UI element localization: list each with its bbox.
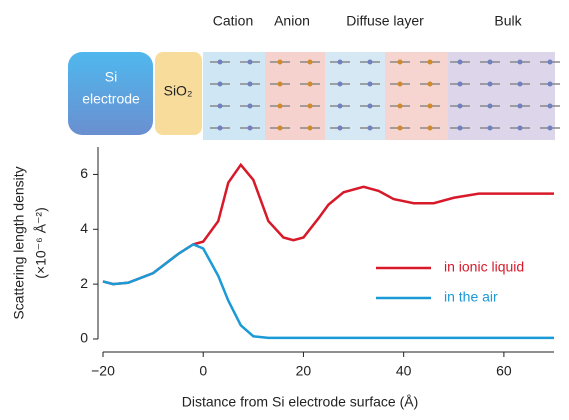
chart: Si electrode SiO₂ Cation Anion Diffuse l… [0, 0, 569, 415]
molecule-atom [278, 60, 283, 65]
molecule-atom [398, 104, 403, 109]
molecule-atom [458, 60, 463, 65]
molecule-atom [458, 82, 463, 87]
molecule-atom [338, 82, 343, 87]
molecule-atom [428, 82, 433, 87]
oxide-label: SiO₂ [164, 83, 193, 99]
y-axis-title: Scattering length density [11, 166, 27, 319]
molecule-atom [428, 104, 433, 109]
region-label: Anion [274, 13, 310, 29]
molecule-atom [488, 104, 493, 109]
bulk-region [448, 52, 555, 140]
y-axis-title: (×10⁻⁶ Å⁻²) [33, 207, 49, 279]
molecule-atom [548, 82, 553, 87]
molecule-atom [488, 126, 493, 131]
molecule-atom [518, 126, 523, 131]
molecule-atom [458, 126, 463, 131]
molecule-atom [518, 60, 523, 65]
x-tick-label: 40 [396, 363, 412, 379]
molecule-atom [518, 82, 523, 87]
molecule-atom [308, 126, 313, 131]
molecule-atom [248, 60, 253, 65]
molecule-atom [338, 104, 343, 109]
molecule-atom [308, 60, 313, 65]
molecule-atom [248, 82, 253, 87]
molecule-atom [368, 126, 373, 131]
molecule-atom [398, 126, 403, 131]
legend-label: in ionic liquid [444, 259, 524, 275]
molecule-atom [368, 104, 373, 109]
y-tick-label: 6 [80, 165, 88, 181]
x-tick-label: 60 [496, 363, 512, 379]
molecule-atom [428, 60, 433, 65]
diffuse-region [325, 52, 385, 140]
page: Si electrode SiO₂ Cation Anion Diffuse l… [0, 0, 569, 420]
x-tick-label: −20 [91, 363, 115, 379]
molecule-atom [248, 104, 253, 109]
molecule-atom [518, 104, 523, 109]
region-label: Bulk [494, 13, 522, 29]
diffuse-region [385, 52, 448, 140]
y-tick-label: 0 [80, 330, 88, 346]
molecule-atom [548, 60, 553, 65]
molecule-atom [278, 126, 283, 131]
molecule-atom [368, 60, 373, 65]
molecule-atom [458, 104, 463, 109]
anion-region [265, 52, 325, 140]
molecule-atom [488, 82, 493, 87]
molecule-atom [308, 104, 313, 109]
molecule-atom [308, 82, 313, 87]
molecule-atom [218, 104, 223, 109]
x-tick-label: 0 [199, 363, 207, 379]
x-tick-label: 20 [296, 363, 312, 379]
cation-region [203, 52, 265, 140]
molecule-atom [428, 126, 433, 131]
molecule-atom [548, 104, 553, 109]
molecule-atom [218, 60, 223, 65]
electrode-label: Si [105, 69, 117, 85]
molecule-atom [338, 60, 343, 65]
molecule-atom [368, 82, 373, 87]
region-label: Diffuse layer [346, 13, 424, 29]
molecule-atom [488, 60, 493, 65]
molecule-atom [278, 82, 283, 87]
region-label: Cation [213, 13, 253, 29]
molecule-atom [398, 82, 403, 87]
x-axis-title: Distance from Si electrode surface (Å) [182, 394, 419, 410]
molecule-atom [218, 126, 223, 131]
molecule-atom [218, 82, 223, 87]
molecule-atom [278, 104, 283, 109]
molecule-atom [248, 126, 253, 131]
molecule-atom [548, 126, 553, 131]
y-tick-label: 2 [80, 275, 88, 291]
molecule-atom [398, 60, 403, 65]
electrode-label: electrode [82, 91, 140, 107]
y-tick-label: 4 [80, 220, 88, 236]
molecule-atom [338, 126, 343, 131]
legend-label: in the air [444, 289, 498, 305]
